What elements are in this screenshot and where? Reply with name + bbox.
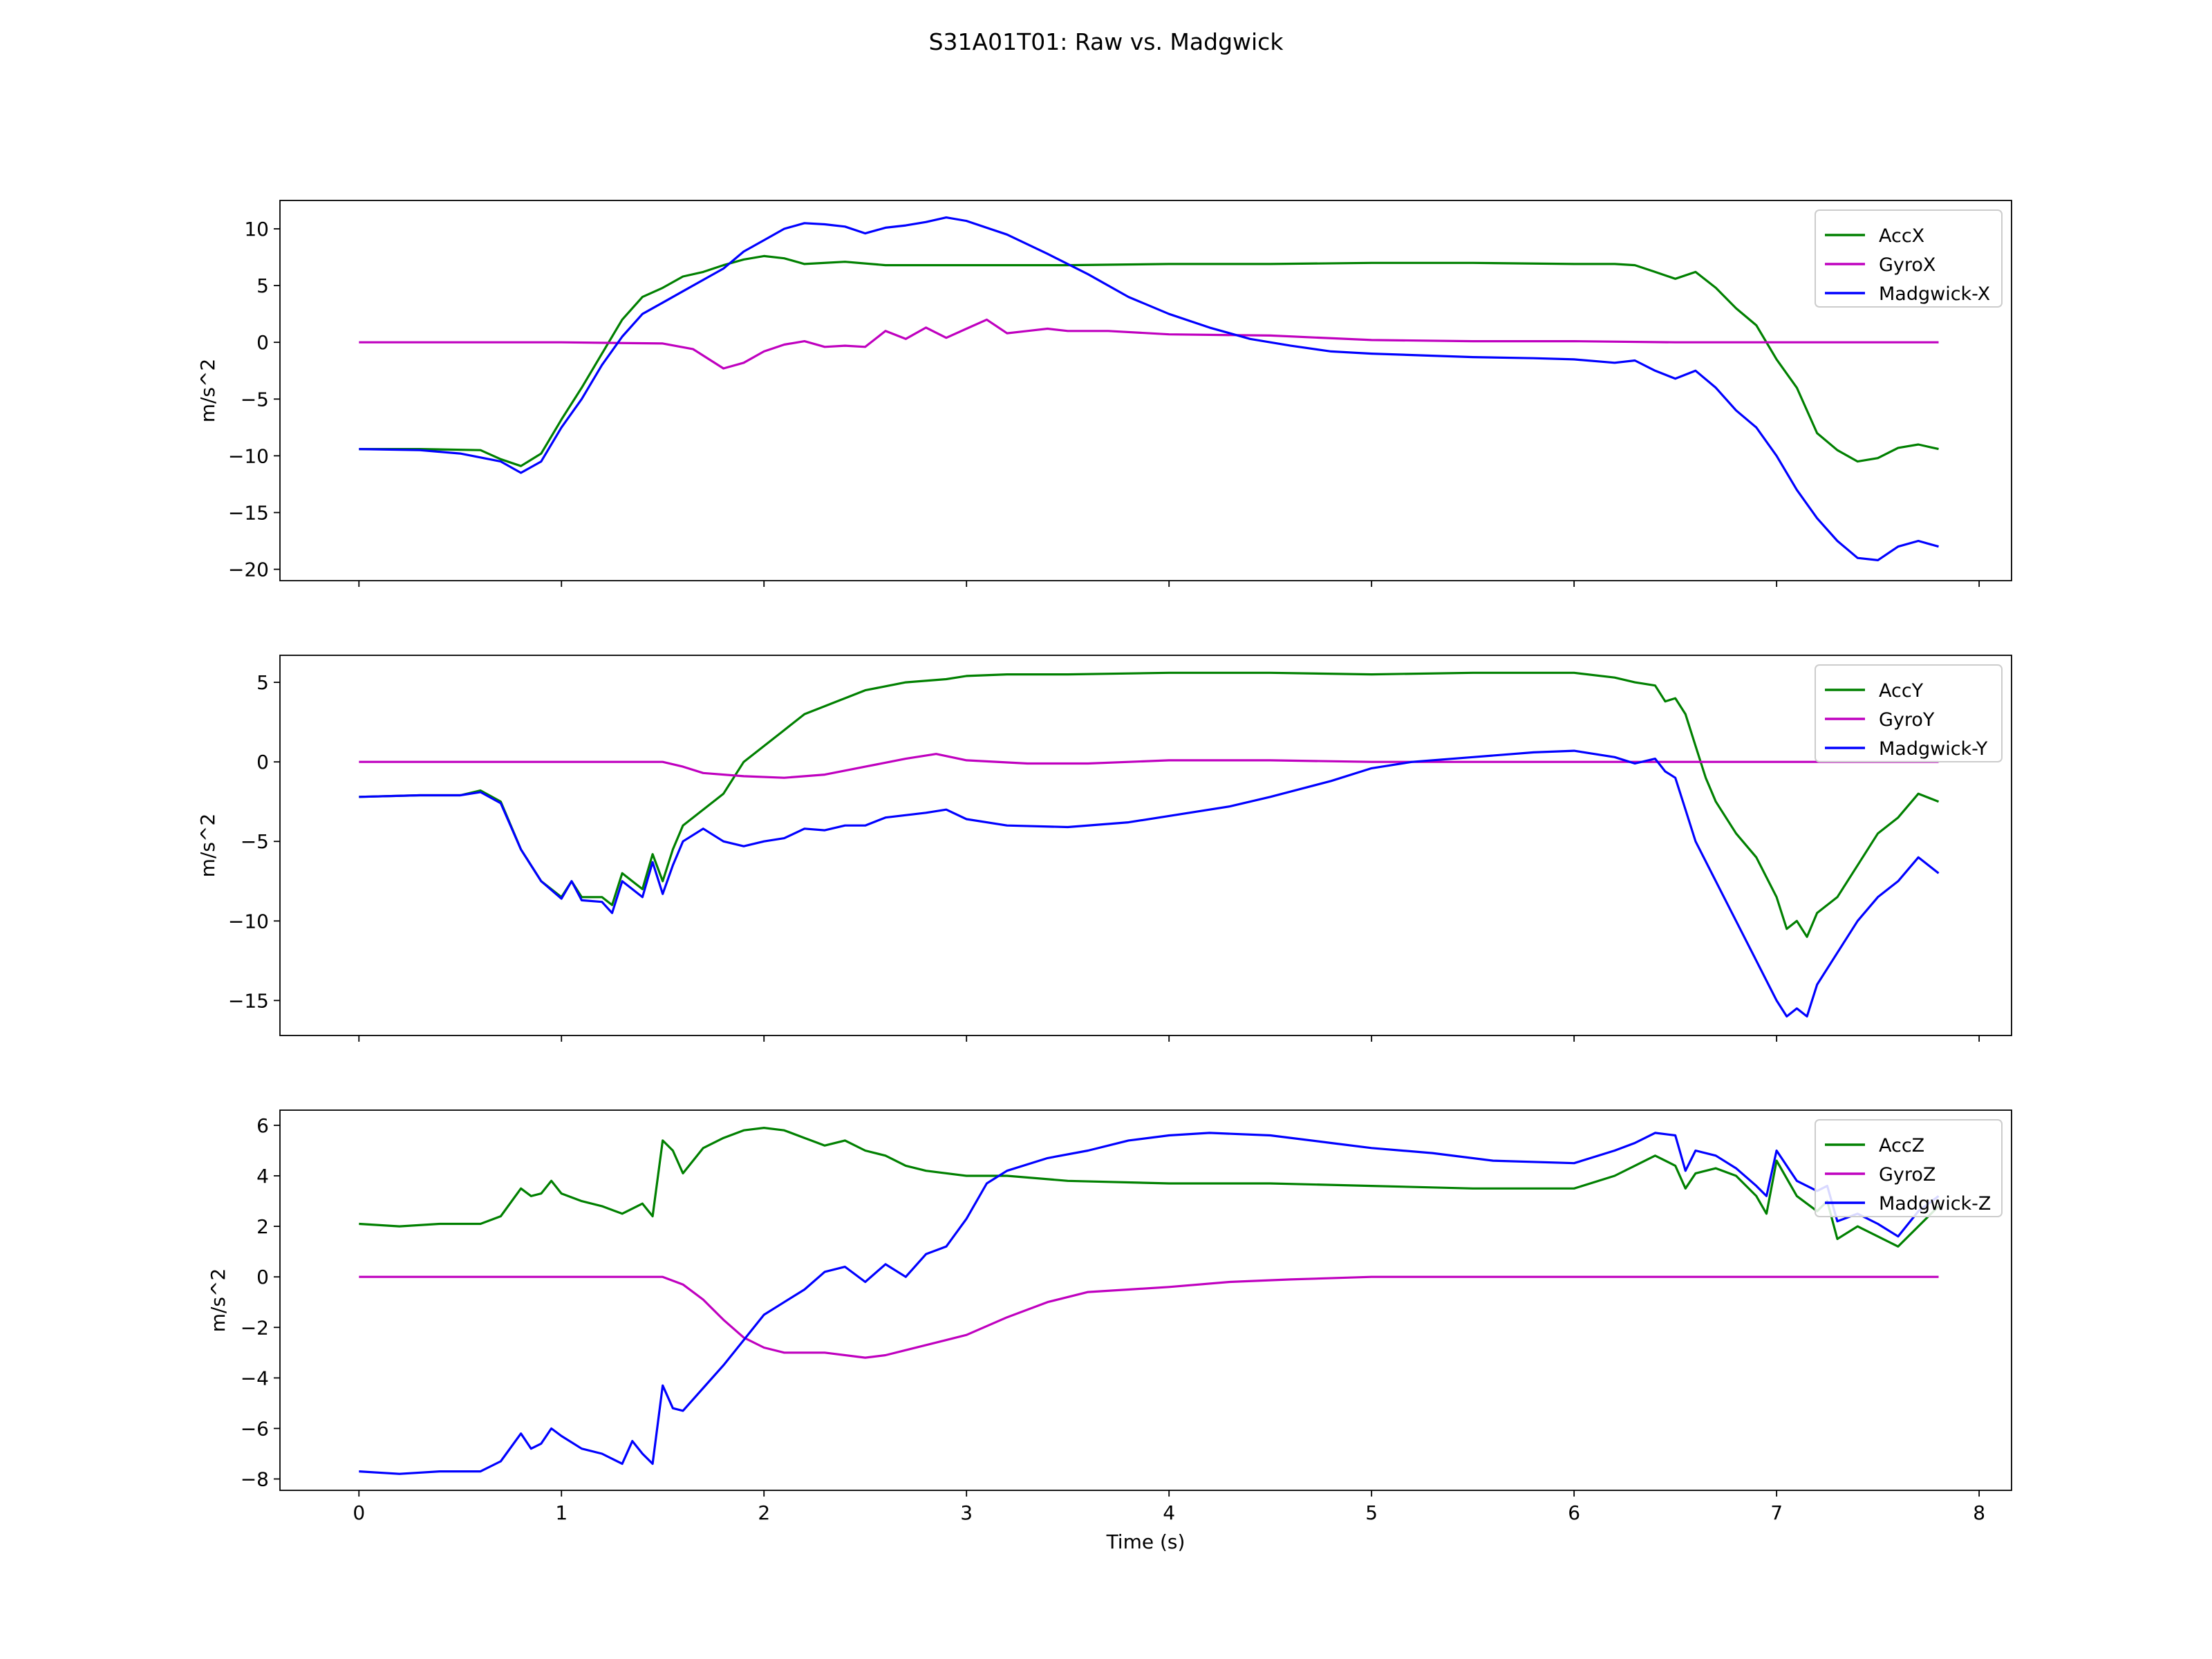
axes-frame [279,655,2012,1036]
series-line-gyroz [359,1275,1939,1359]
y-tick-label: −10 [228,910,269,932]
legend: AccY GyroY Madgwick-Y [1815,664,2003,762]
y-tick-label: 2 [256,1215,269,1238]
y-axis-label: m/s^2 [207,1268,229,1333]
legend-label: AccX [1879,225,1924,247]
series-line-madgwick-x [359,216,1939,561]
y-tick-label: −5 [241,830,269,853]
series-line-madgwick-z [359,1132,1940,1475]
legend: AccX GyroX Madgwick-X [1815,209,2003,308]
axes-frame [279,200,2012,581]
y-tick-label: 0 [256,331,269,354]
legend-label: Madgwick-Y [1879,738,1988,760]
legend: AccZ GyroZ Madgwick-Z [1815,1119,2003,1217]
series-line-accy [359,671,1940,938]
y-axis-label: m/s^2 [196,814,219,878]
legend-label: Madgwick-Z [1879,1193,1991,1215]
x-tick-label: 0 [353,1501,365,1524]
y-tick-label: 4 [256,1165,269,1188]
y-tick-label: −4 [241,1367,269,1389]
y-tick-label: 0 [256,751,269,774]
figure-title: S31A01T01: Raw vs. Madgwick [929,28,1284,55]
legend-label: GyroY [1879,709,1935,731]
x-tick-label: 6 [1568,1501,1580,1524]
subplot-2: 5 0 −5 −10 −15 m/s^2 AccY GyroY Madgwick-Y [196,655,2012,1042]
y-tick-label: 6 [256,1114,269,1137]
y-tick-label: 5 [256,274,269,297]
series-line-gyrox [359,318,1939,370]
series-line-accz [359,1127,1940,1248]
legend-label: AccY [1879,680,1924,702]
y-tick-label: −2 [241,1316,269,1339]
legend-label: Madgwick-X [1879,283,1990,305]
subplots: 1050−5−10−15−20m/s^2AccXGyroXMadgwick-X5… [196,200,2012,1553]
y-tick-label: −15 [228,989,269,1012]
y-tick-label: −20 [228,559,269,581]
x-tick-label: 1 [555,1501,568,1524]
y-tick-label: 0 [256,1266,269,1288]
x-tick-label: 2 [758,1501,770,1524]
legend-label: GyroZ [1879,1164,1936,1185]
y-tick-label: 5 [256,671,269,694]
x-tick-label: 4 [1163,1501,1175,1524]
y-axis-label: m/s^2 [196,359,219,423]
y-tick-label: −6 [241,1417,269,1440]
legend-label: AccZ [1879,1135,1924,1156]
y-tick-label: −5 [241,388,269,411]
x-tick-label: 5 [1365,1501,1378,1524]
y-tick-label: −10 [228,444,269,467]
series-line-madgwick-y [359,749,1940,1018]
series-line-gyroy [359,753,1939,779]
x-tick-label: 8 [1973,1501,1985,1524]
legend-label: GyroX [1879,254,1936,276]
y-tick-label: 10 [244,218,269,241]
subplot-1: 10 5 0 −5 −10 −15 −20 m/s^2 AccX GyroX Madgwick-X [196,200,2012,587]
y-tick-label: −8 [241,1468,269,1491]
x-tick-label: 3 [960,1501,973,1524]
subplot-3: 6 4 2 0 −2 −4 −6 −8 0 1 2 3 4 5 6 7 8 m/s^2 Time (s) AccZ Gy… [207,1109,2012,1553]
x-tick-label: 7 [1770,1501,1783,1524]
axes-frame [279,1109,2012,1491]
y-tick-label: −15 [228,501,269,524]
x-axis-label: Time (s) [1106,1530,1185,1553]
